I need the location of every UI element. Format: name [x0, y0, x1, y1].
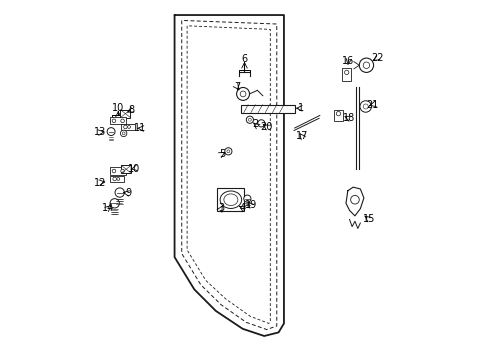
Circle shape [112, 119, 116, 123]
Text: 15: 15 [363, 215, 375, 224]
Bar [110, 176, 124, 182]
Circle shape [113, 177, 116, 181]
Text: 5: 5 [219, 149, 225, 159]
Circle shape [224, 148, 231, 155]
Circle shape [226, 150, 229, 153]
Bar [121, 165, 131, 173]
Circle shape [112, 169, 116, 173]
Circle shape [236, 87, 249, 100]
Text: 2: 2 [252, 120, 258, 129]
Circle shape [107, 128, 115, 135]
Circle shape [248, 118, 251, 121]
Circle shape [336, 112, 340, 116]
Text: 14: 14 [102, 203, 114, 213]
Bar [121, 124, 135, 130]
Text: 7: 7 [234, 82, 240, 93]
Text: 9: 9 [124, 188, 131, 198]
Text: 10: 10 [112, 103, 124, 113]
Text: 1: 1 [298, 103, 304, 113]
Text: 16: 16 [342, 56, 354, 66]
Text: 20: 20 [260, 122, 272, 132]
Circle shape [363, 62, 369, 68]
Circle shape [359, 58, 373, 72]
Text: 17: 17 [295, 131, 307, 141]
Circle shape [244, 195, 250, 202]
Bar [120, 110, 130, 118]
Circle shape [363, 104, 367, 109]
Text: 4: 4 [239, 203, 245, 213]
Circle shape [120, 130, 126, 136]
Text: 19: 19 [244, 200, 257, 210]
Text: 10: 10 [128, 163, 140, 174]
Circle shape [246, 116, 253, 123]
Bar [110, 117, 126, 125]
Text: 12: 12 [94, 177, 106, 188]
Circle shape [122, 132, 125, 135]
Bar [217, 188, 244, 211]
Text: 11: 11 [134, 123, 146, 133]
Bar [110, 167, 126, 175]
Circle shape [257, 120, 264, 127]
Text: 13: 13 [94, 127, 106, 137]
Circle shape [344, 70, 348, 75]
Text: 6: 6 [241, 54, 247, 64]
Circle shape [127, 126, 130, 129]
Circle shape [123, 125, 127, 129]
Circle shape [350, 195, 359, 204]
Circle shape [121, 169, 124, 173]
Circle shape [121, 119, 124, 123]
Text: 18: 18 [343, 113, 355, 123]
Bar [342, 68, 350, 81]
Text: 3: 3 [218, 203, 224, 213]
Circle shape [110, 199, 119, 208]
Text: 22: 22 [370, 53, 383, 63]
Circle shape [240, 91, 245, 97]
Bar [241, 105, 294, 113]
Bar [333, 110, 343, 121]
Circle shape [359, 101, 371, 112]
Text: 21: 21 [366, 100, 378, 110]
Circle shape [115, 188, 124, 197]
Circle shape [117, 177, 120, 180]
Text: 8: 8 [128, 105, 134, 115]
